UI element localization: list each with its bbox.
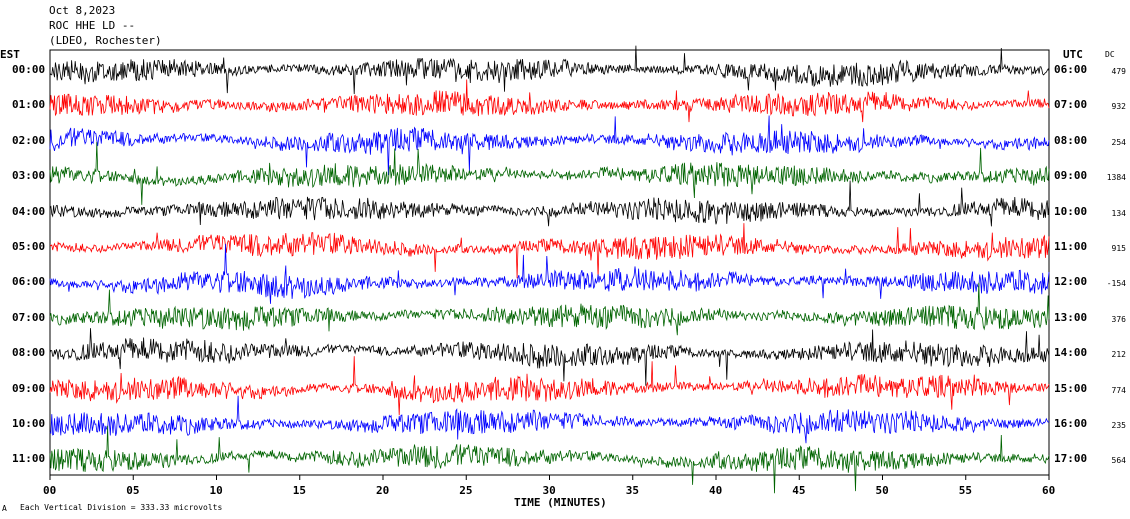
x-tick-label: 60	[1042, 484, 1056, 497]
x-tick-label: 15	[292, 484, 306, 497]
dc-offset-label: -154	[1106, 279, 1126, 289]
est-hour-label: 11:00	[12, 452, 46, 466]
dc-offset-label: 134	[1111, 208, 1126, 218]
dc-offset-label: 932	[1111, 102, 1126, 112]
dc-offset-label: 376	[1111, 314, 1126, 324]
x-tick-label: 35	[625, 484, 639, 497]
x-axis-ticks	[49, 475, 1050, 480]
x-tick-label: 40	[709, 484, 723, 497]
dc-offset-label: 212	[1111, 350, 1126, 360]
est-hour-label: 10:00	[12, 417, 46, 430]
plot-date: Oct 8,2023	[49, 4, 116, 17]
x-tick-label: 30	[542, 484, 556, 497]
dc-offset-label: 235	[1111, 421, 1126, 430]
seismic-trace-0900	[49, 356, 1050, 416]
est-hour-label: 08:00	[12, 346, 46, 360]
est-hour-label: 04:00	[12, 204, 46, 218]
x-tick-label: 25	[459, 484, 473, 497]
scale-note: Each Vertical Division = 333.33 microvol…	[20, 503, 223, 512]
est-hour-label: 09:00	[12, 381, 46, 395]
dc-offset-label: 564	[1111, 456, 1126, 466]
utc-hour-label: 06:00	[1054, 63, 1088, 76]
seismic-trace-0700	[49, 282, 1050, 336]
x-tick-label: 00	[43, 484, 57, 497]
seismic-trace-1100	[49, 425, 1050, 494]
utc-hour-label: 16:00	[1054, 417, 1088, 430]
station-code: ROC HHE LD --	[49, 19, 136, 32]
seismic-traces	[49, 45, 1050, 494]
utc-hour-label: 08:00	[1054, 133, 1088, 147]
x-tick-label: 05	[126, 484, 140, 497]
utc-hour-label: 17:00	[1054, 452, 1088, 466]
dc-title: DC	[1105, 50, 1115, 59]
x-tick-label: 45	[792, 484, 806, 497]
est-hour-label: 01:00	[12, 98, 46, 112]
x-axis-label: TIME (MINUTES)	[514, 496, 607, 509]
corner-mark: A	[2, 504, 7, 513]
seismic-trace-0200	[49, 115, 1050, 176]
dc-offset-label: 915	[1111, 244, 1126, 253]
est-hour-label: 07:00	[12, 310, 46, 324]
x-tick-label: 10	[209, 484, 223, 497]
x-tick-label: 55	[958, 484, 972, 497]
seismic-trace-0500	[49, 223, 1050, 279]
dc-offset-label: 479	[1111, 67, 1126, 76]
left-axis-title: EST	[0, 48, 20, 61]
est-hour-label: 03:00	[12, 169, 46, 183]
seismic-trace-0800	[49, 328, 1050, 386]
est-hour-label: 05:00	[12, 240, 46, 253]
utc-hour-label: 07:00	[1054, 98, 1088, 112]
dc-offset-label: 1384	[1106, 173, 1126, 183]
seismic-trace-0300	[49, 141, 1050, 205]
x-tick-label: 20	[376, 484, 390, 497]
est-hour-label: 06:00	[12, 275, 46, 289]
est-hour-label: 00:00	[12, 63, 46, 76]
seismic-trace-1000	[49, 395, 1050, 444]
dc-offset-label: 254	[1111, 137, 1126, 147]
utc-hour-label: 09:00	[1054, 169, 1088, 183]
utc-hour-label: 11:00	[1054, 240, 1088, 253]
utc-hour-label: 15:00	[1054, 381, 1088, 395]
seismic-trace-0000	[49, 45, 1050, 95]
dc-offset-label: 774	[1111, 385, 1126, 395]
utc-hour-label: 13:00	[1054, 310, 1088, 324]
seismic-trace-0100	[49, 79, 1050, 123]
utc-hour-label: 12:00	[1054, 275, 1088, 289]
seismic-trace-0400	[49, 180, 1050, 227]
est-hour-label: 02:00	[12, 133, 46, 147]
seismic-trace-0600	[49, 243, 1050, 304]
utc-hour-label: 14:00	[1054, 346, 1088, 360]
network-name: (LDEO, Rochester)	[49, 34, 162, 47]
plot-frame	[49, 49, 1050, 476]
x-tick-label: 50	[875, 484, 889, 497]
utc-hour-label: 10:00	[1054, 204, 1088, 218]
right-axis-title: UTC	[1063, 48, 1083, 61]
